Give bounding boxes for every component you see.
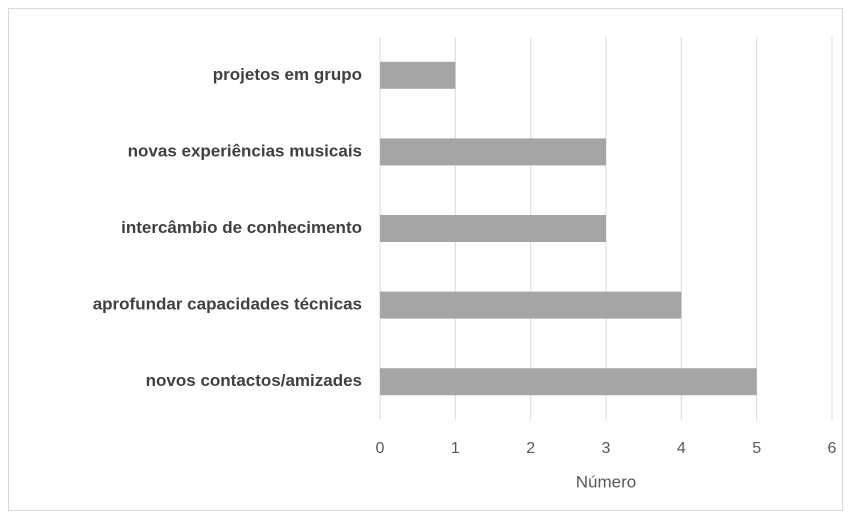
y-tick-label: intercâmbio de conhecimento [121, 218, 362, 237]
y-tick-label: novas experiências musicais [128, 141, 362, 160]
x-axis-label: Número [576, 472, 636, 491]
x-tick-label: 5 [752, 440, 761, 457]
y-tick-label: projetos em grupo [213, 65, 362, 84]
x-tick-label: 1 [451, 440, 460, 457]
x-tick-label: 0 [376, 440, 385, 457]
x-tick-label: 3 [602, 440, 611, 457]
x-tick-label: 6 [828, 440, 837, 457]
bar [380, 61, 456, 89]
x-tick-label: 4 [677, 440, 686, 457]
y-tick-label: aprofundar capacidades técnicas [93, 295, 362, 314]
bar [380, 368, 757, 396]
bar [380, 291, 682, 319]
y-tick-label: novos contactos/amizades [146, 371, 362, 390]
bar [380, 215, 606, 242]
x-tick-label: 2 [526, 440, 535, 457]
chart-frame [8, 8, 843, 511]
bar [380, 138, 606, 166]
